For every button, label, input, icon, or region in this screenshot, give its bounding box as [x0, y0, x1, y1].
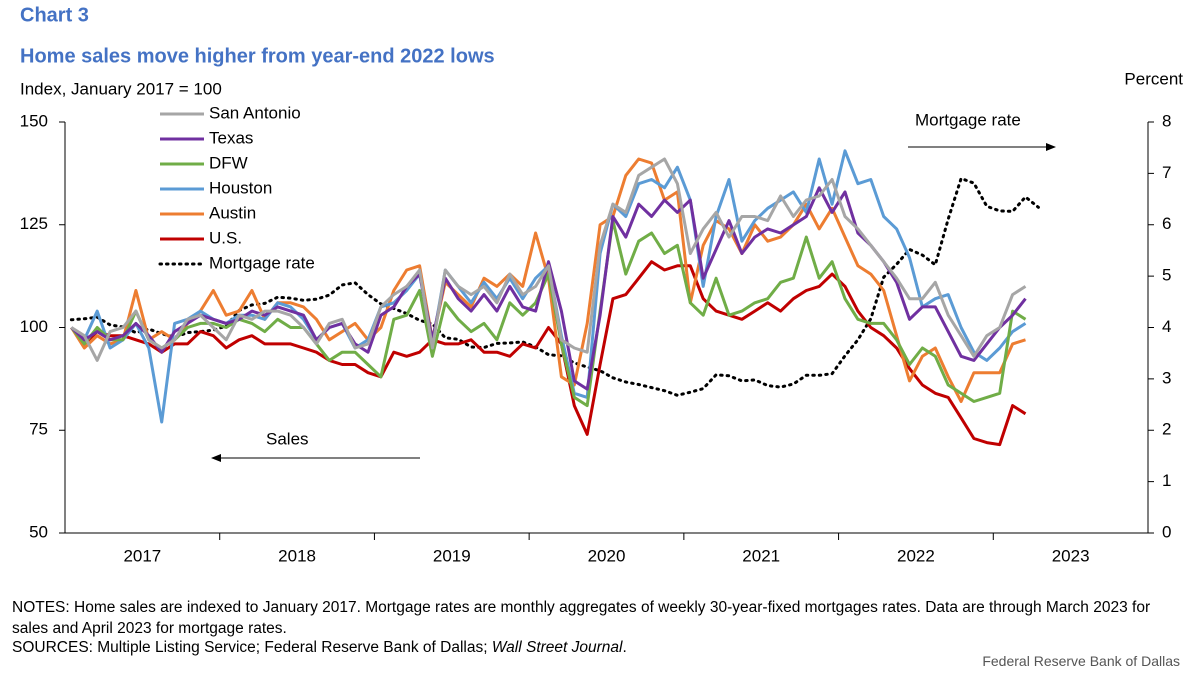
- y2-tick-label: 4: [1162, 317, 1171, 336]
- notes: NOTES: Home sales are indexed to January…: [12, 599, 1151, 637]
- chart-title: Chart 3: [20, 4, 89, 26]
- x-tick-label: 2017: [123, 546, 161, 565]
- y-axis-label: Index, January 2017 = 100: [20, 79, 222, 98]
- chart-subtitle: Home sales move higher from year-end 202…: [20, 45, 495, 67]
- x-tick-label: 2023: [1052, 546, 1090, 565]
- legend-label: Texas: [209, 128, 253, 147]
- series-line: [70, 157, 1027, 362]
- y2-tick-label: 5: [1162, 266, 1171, 285]
- y2-tick-label: 1: [1162, 471, 1171, 490]
- annotation: Sales: [266, 429, 309, 448]
- x-tick-label: 2021: [742, 546, 780, 565]
- legend-label: Austin: [209, 203, 256, 222]
- y2-tick-label: 2: [1162, 420, 1171, 439]
- legend-label: Houston: [209, 178, 272, 197]
- sources: SOURCES: Multiple Listing Service; Feder…: [12, 639, 627, 657]
- legend-label: Mortgage rate: [209, 253, 315, 272]
- y2-tick-label: 7: [1162, 163, 1171, 182]
- sources-text: .: [622, 639, 627, 656]
- x-tick-label: 2022: [897, 546, 935, 565]
- sources-italic: Wall Street Journal: [491, 639, 623, 656]
- y-tick-label: 50: [29, 522, 48, 541]
- y2-tick-label: 3: [1162, 368, 1171, 387]
- y-tick-label: 150: [20, 111, 48, 130]
- legend-label: DFW: [209, 153, 248, 172]
- y2-tick-label: 8: [1162, 111, 1171, 130]
- x-tick-label: 2018: [278, 546, 316, 565]
- y-tick-label: 75: [29, 420, 48, 439]
- credit: Federal Reserve Bank of Dallas: [982, 653, 1180, 669]
- x-tick-label: 2020: [588, 546, 626, 565]
- y-tick-label: 100: [20, 317, 48, 336]
- y2-tick-label: 0: [1162, 522, 1171, 541]
- series-line: [70, 219, 1027, 408]
- legend-label: U.S.: [209, 228, 242, 247]
- sources-text: SOURCES: Multiple Listing Service; Feder…: [12, 639, 492, 656]
- y2-tick-label: 6: [1162, 214, 1171, 233]
- y-tick-label: 125: [20, 214, 48, 233]
- legend-label: San Antonio: [209, 103, 301, 122]
- x-tick-label: 2019: [433, 546, 471, 565]
- chart: Chart 3 Home sales move higher from year…: [20, 4, 1184, 565]
- y2-axis-label: Percent: [1124, 69, 1183, 88]
- annotation: Mortgage rate: [915, 110, 1021, 129]
